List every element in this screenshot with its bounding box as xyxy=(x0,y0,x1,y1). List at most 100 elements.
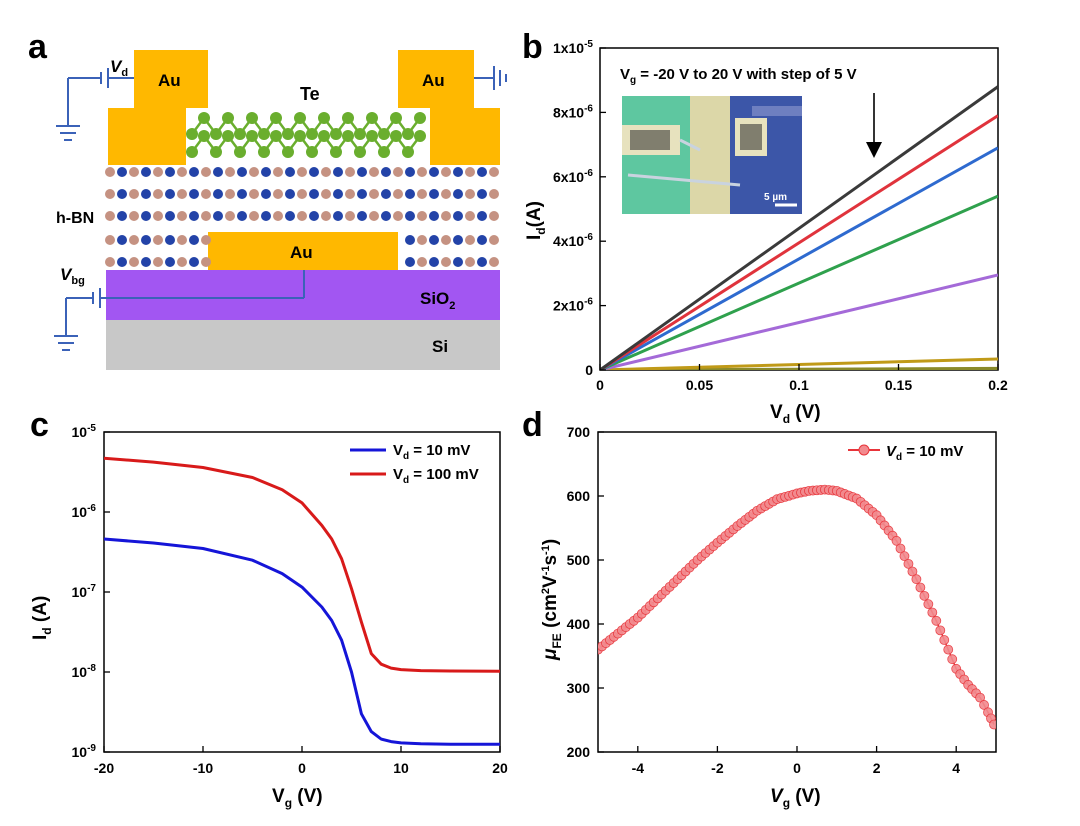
mobility-point xyxy=(931,615,942,626)
hbn-atom xyxy=(129,167,139,177)
hbn-atom xyxy=(489,167,499,177)
hbn-atom xyxy=(237,189,247,199)
hbn-atom xyxy=(465,211,475,221)
plot-d-legend: Vd = 10 mV xyxy=(848,443,963,463)
iv-line xyxy=(600,85,998,370)
hbn-atom xyxy=(489,257,499,267)
hbn-atom xyxy=(309,189,319,199)
hbn-atom xyxy=(477,167,487,177)
te-atom xyxy=(210,146,222,158)
left-au-electrode xyxy=(108,50,208,165)
hbn-atom xyxy=(165,189,175,199)
x-tick-label: -20 xyxy=(94,760,114,776)
hbn-atom xyxy=(369,167,379,177)
plot-b-ticks: 0 0.05 0.1 0.15 0.2 0 2x10-6 4x10-6 6x10-6 8x10-6… xyxy=(553,39,1008,393)
te-atom xyxy=(402,128,414,140)
vbg-source-circuit xyxy=(54,270,305,351)
te-atom xyxy=(246,130,258,142)
hbn-atom xyxy=(177,257,187,267)
hbn-atom xyxy=(129,211,139,221)
hbn-atom xyxy=(285,167,295,177)
te-label: Te xyxy=(300,84,320,104)
plot-b-ylabel: Id(A) xyxy=(524,201,548,240)
hbn-atom xyxy=(105,167,115,177)
y-tick-label: 200 xyxy=(567,744,591,760)
y-tick-label: 2x10-6 xyxy=(553,297,593,314)
hbn-atom xyxy=(177,167,187,177)
hbn-atom xyxy=(405,211,415,221)
hbn-atom xyxy=(309,211,319,221)
te-atom xyxy=(210,128,222,140)
iv-line xyxy=(600,114,998,370)
hbn-atom xyxy=(333,211,343,221)
plot-c-legend: Vd = 10 mV Vd = 100 mV xyxy=(350,442,479,486)
plot-c-xlabel: Vg (V) xyxy=(272,786,323,810)
hbn-atom xyxy=(465,235,475,245)
y-tick-label: 10-8 xyxy=(72,663,97,680)
mobility-point xyxy=(911,574,922,585)
hbn-atom xyxy=(417,189,427,199)
te-atom xyxy=(234,146,246,158)
y-tick-label: 600 xyxy=(567,488,591,504)
te-atom xyxy=(198,130,210,142)
te-atom xyxy=(222,130,234,142)
x-tick-label: 0.1 xyxy=(789,377,809,393)
hbn-atom xyxy=(429,211,439,221)
te-atom xyxy=(270,112,282,124)
mobility-point xyxy=(923,599,934,610)
te-atom xyxy=(354,146,366,158)
hbn-atom xyxy=(117,235,127,245)
hbn-atom xyxy=(405,257,415,267)
te-atom xyxy=(378,128,390,140)
hbn-atom xyxy=(177,211,187,221)
hbn-atom xyxy=(345,167,355,177)
hbn-atom xyxy=(165,211,175,221)
te-atom xyxy=(186,146,198,158)
te-atom xyxy=(306,146,318,158)
te-atom xyxy=(390,112,402,124)
right-au-electrode xyxy=(398,50,500,165)
hbn-atom xyxy=(225,189,235,199)
te-atom xyxy=(282,128,294,140)
legend-label: Vd = 100 mV xyxy=(393,466,479,486)
hbn-atom xyxy=(225,211,235,221)
hbn-atom xyxy=(129,189,139,199)
au-bottom-label: Au xyxy=(290,243,313,262)
plot-d-ylabel: μFE (cm2V-1s-1) xyxy=(540,539,564,661)
hbn-atom xyxy=(453,211,463,221)
x-tick-label: 2 xyxy=(873,760,881,776)
vbg-label: Vbg xyxy=(60,265,85,287)
x-tick-label: 0 xyxy=(596,377,604,393)
hbn-atom xyxy=(189,257,199,267)
scalebar-label: 5 µm xyxy=(764,192,787,203)
hbn-atom xyxy=(165,235,175,245)
mobility-point xyxy=(907,566,918,577)
hbn-atom xyxy=(201,167,211,177)
hbn-atom xyxy=(453,189,463,199)
y-tick-label: 8x10-6 xyxy=(553,103,593,120)
hbn-atom xyxy=(333,189,343,199)
legend-marker xyxy=(858,444,870,456)
vd-source-circuit xyxy=(56,68,134,141)
te-atom xyxy=(330,146,342,158)
x-tick-label: 0.05 xyxy=(686,377,713,393)
mobility-point xyxy=(943,644,954,655)
te-atom xyxy=(258,146,270,158)
plot-d-xlabel: Vg (V) xyxy=(770,786,821,810)
hbn-atom xyxy=(105,189,115,199)
x-tick-label: 0.2 xyxy=(988,377,1008,393)
hbn-atom xyxy=(273,167,283,177)
te-atom xyxy=(342,130,354,142)
hbn-atom xyxy=(105,257,115,267)
mobility-point xyxy=(895,543,906,554)
hbn-atom xyxy=(417,167,427,177)
hbn-label: h-BN xyxy=(56,210,94,227)
plot-d-points xyxy=(598,484,996,730)
hbn-atom xyxy=(441,257,451,267)
hbn-atom xyxy=(441,189,451,199)
hbn-atom xyxy=(153,167,163,177)
plot-c-ticks: -20 -10 0 10 20 10-5 10-6 10-7 10-8 10-9 xyxy=(72,423,508,776)
te-atom xyxy=(294,130,306,142)
hbn-atom xyxy=(249,211,259,221)
